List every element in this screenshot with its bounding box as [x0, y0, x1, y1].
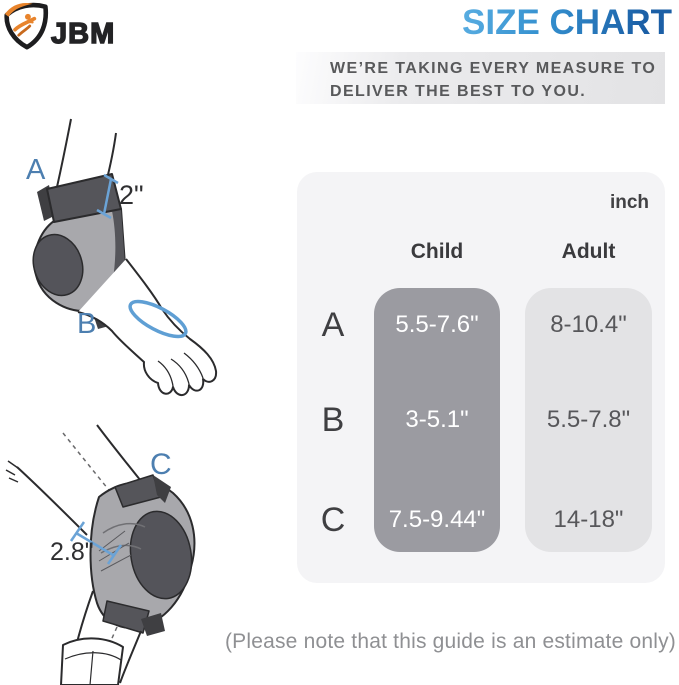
knee-measure-value: 2.8": [50, 538, 94, 566]
knee-pad-diagram: [5, 424, 196, 685]
child-column-background: [374, 288, 500, 552]
child-value: 5.5-7.6": [395, 311, 479, 338]
adult-value: 14-18": [553, 506, 624, 533]
column-header-adult: Adult: [561, 240, 616, 263]
tagline-line-1: WE’RE TAKING EVERY MEASURE TO: [330, 60, 657, 77]
adult-value: 5.5-7.8": [546, 406, 631, 433]
diagram-label-a: A: [26, 154, 46, 186]
column-header-child: Child: [410, 240, 464, 263]
child-value: 3-5.1": [405, 406, 469, 433]
tagline-line-2: DELIVER THE BEST TO YOU.: [330, 83, 587, 100]
wrist-band-arc: [128, 299, 188, 339]
table-row-a: A 5.5-7.6" 8-10.4": [297, 290, 665, 360]
elbow-pad-arm-diagram: [32, 118, 218, 396]
page-title: SIZE CHART: [462, 3, 672, 42]
size-table: inch Child Adult A 5.5-7.6" 8-10.4" B 3-…: [297, 172, 665, 583]
child-value: 7.5-9.44": [388, 506, 486, 533]
measure-28in-bracket-icon: [69, 521, 123, 565]
unit-label: inch: [609, 192, 649, 213]
row-label: B: [321, 401, 345, 439]
row-label: C: [320, 501, 346, 539]
row-label: A: [321, 306, 345, 344]
table-row-b: B 3-5.1" 5.5-7.8": [297, 385, 665, 455]
knee-pad-sketch: [89, 474, 196, 636]
adult-value: 8-10.4": [550, 311, 627, 338]
adult-column-background: [525, 288, 652, 552]
table-row-c: C 7.5-9.44" 14-18": [297, 485, 665, 555]
jbm-shield-runner-icon: [4, 2, 49, 50]
measure-2in-bracket-icon: [96, 173, 119, 220]
tagline-banner: WE’RE TAKING EVERY MEASURE TO DELIVER TH…: [296, 52, 665, 104]
arm-measure-value: 2": [119, 180, 144, 210]
brand-name: JBM: [50, 18, 116, 50]
brand-logo: JBM: [4, 2, 115, 50]
diagram-label-b: B: [77, 308, 97, 340]
estimate-footnote: (Please note that this guide is an estim…: [224, 630, 676, 653]
diagram-label-c: C: [150, 448, 172, 481]
